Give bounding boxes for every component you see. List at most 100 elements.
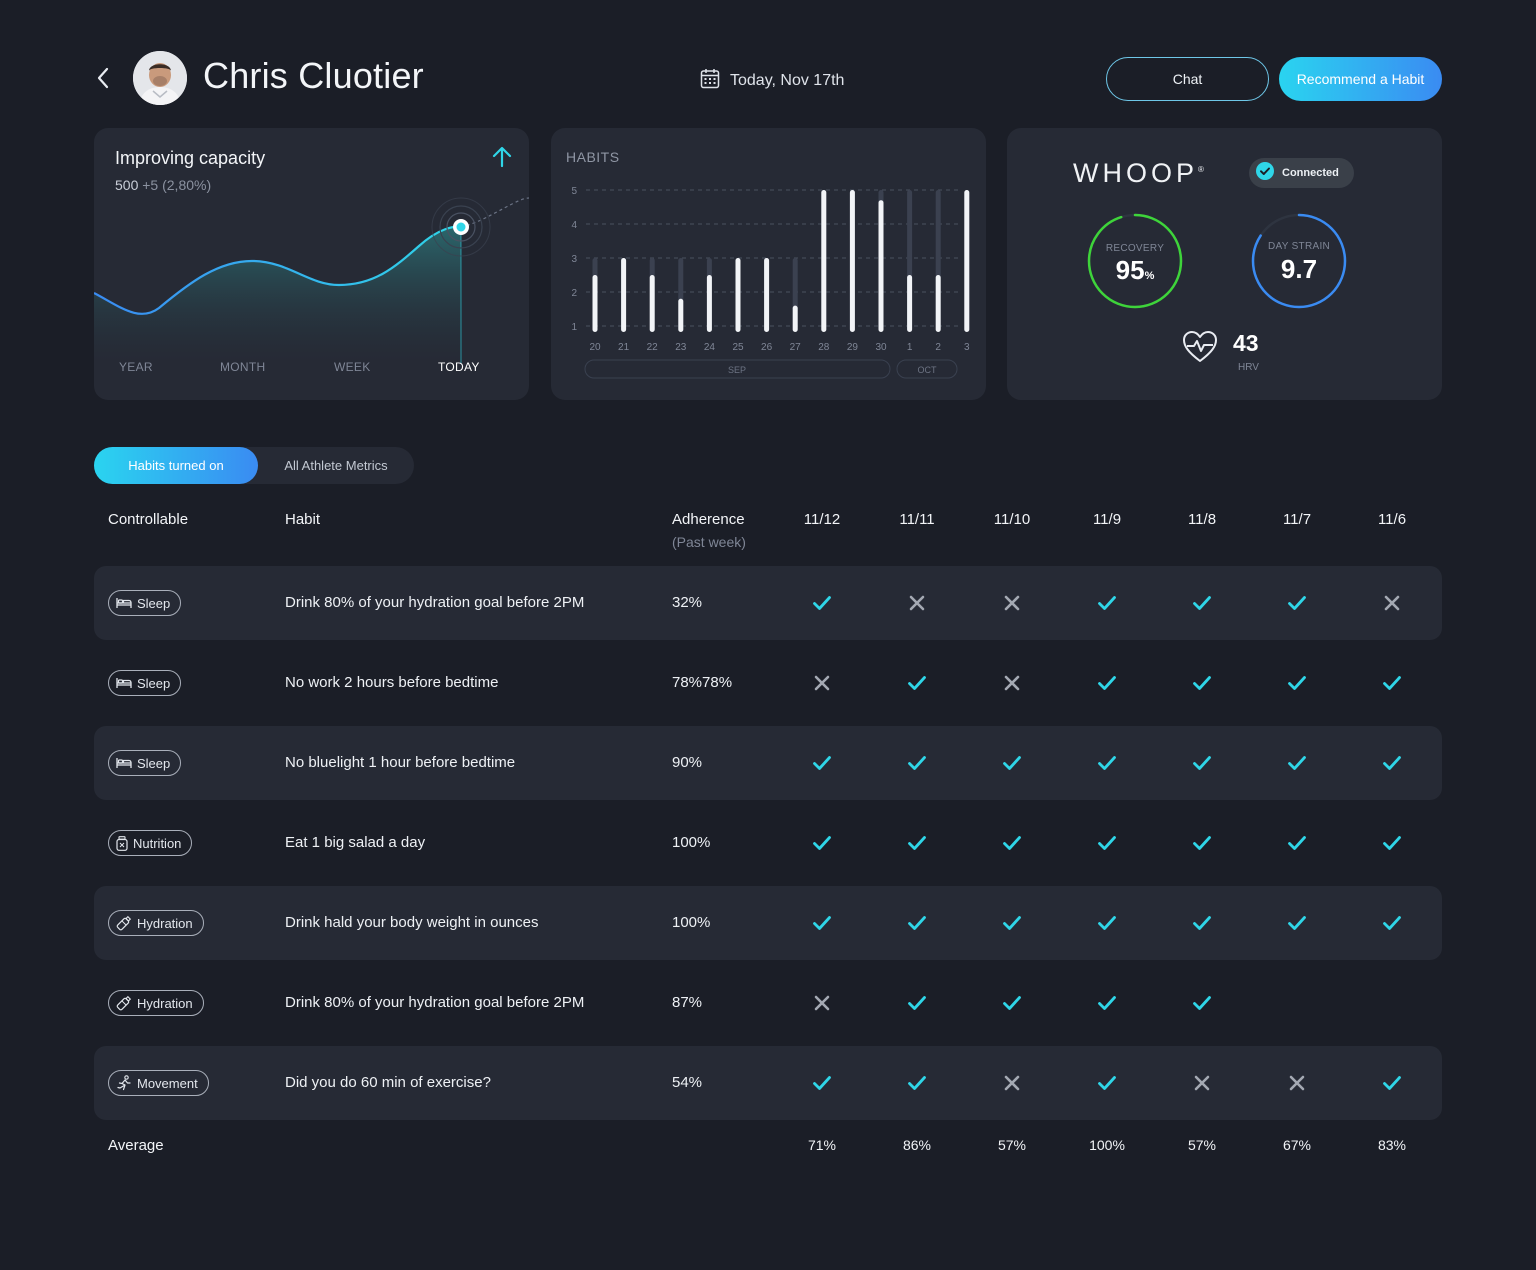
habit-bar[interactable] [792,305,798,332]
close-icon[interactable] [907,593,927,613]
check-icon[interactable] [1382,833,1402,853]
check-icon[interactable] [907,833,927,853]
check-icon[interactable] [1287,913,1307,933]
check-icon[interactable] [1002,913,1022,933]
category-chip[interactable]: Movement [108,1070,209,1096]
habit-bar[interactable] [706,275,712,332]
category-chip[interactable]: Sleep [108,670,182,696]
check-icon[interactable] [1192,993,1212,1013]
recovery-ring[interactable]: RECOVERY 95% [1085,211,1185,311]
check-icon[interactable] [1002,993,1022,1013]
habit-bar[interactable] [621,258,627,332]
month-range-oct[interactable] [896,359,958,379]
all-athlete-metrics-tab[interactable]: All Athlete Metrics [284,458,388,473]
check-icon[interactable] [907,753,927,773]
category-chip[interactable]: Sleep [108,750,182,776]
date-display[interactable]: Today, Nov 17th [700,68,844,94]
habit-bar[interactable] [821,190,827,332]
table-row[interactable]: Sleep No bluelight 1 hour before bedtime 9… [94,726,1442,800]
check-icon[interactable] [1287,753,1307,773]
check-icon[interactable] [907,1073,927,1093]
check-icon[interactable] [1097,833,1117,853]
habit-bar[interactable] [878,200,884,332]
hrv-metric[interactable]: 43 HRV [1182,328,1292,378]
category-label: Sleep [137,675,171,691]
habit-bar[interactable] [735,258,741,332]
table-row[interactable]: Hydration Drink 80% of your hydration goa… [94,966,1442,1040]
check-icon[interactable] [1097,753,1117,773]
table-row[interactable]: Sleep Drink 80% of your hydration goal be… [94,566,1442,640]
tab-today[interactable]: TODAY [438,360,480,374]
habit-bar[interactable] [678,298,684,332]
day-strain-ring[interactable]: DAY STRAIN 9.7 [1249,211,1349,311]
table-row[interactable]: Nutrition Eat 1 big salad a day 100% [94,806,1442,880]
check-icon[interactable] [812,753,832,773]
recommend-habit-button[interactable]: Recommend a Habit [1279,57,1442,101]
close-icon[interactable] [1002,1073,1022,1093]
category-label: Nutrition [133,835,182,851]
check-icon[interactable] [1002,753,1022,773]
chat-button[interactable]: Chat [1106,57,1269,101]
check-icon[interactable] [1287,833,1307,853]
category-chip[interactable]: Hydration [108,990,204,1016]
check-icon[interactable] [812,913,832,933]
check-icon[interactable] [907,993,927,1013]
habit-bar[interactable] [907,275,913,332]
connected-badge[interactable]: Connected [1249,158,1354,188]
check-icon[interactable] [1192,913,1212,933]
check-icon[interactable] [1097,673,1117,693]
category-label: Movement [137,1075,198,1091]
check-icon[interactable] [812,593,832,613]
table-row[interactable]: Hydration Drink hald your body weight in … [94,886,1442,960]
month-range-sep[interactable] [584,359,891,379]
category-chip[interactable]: Sleep [108,590,182,616]
habits-turned-on-tab[interactable]: Habits turned on [94,447,258,484]
check-icon[interactable] [907,913,927,933]
average-value: 100% [1089,1137,1125,1153]
avatar[interactable] [133,51,187,105]
average-value: 86% [902,1137,932,1153]
habit-bar[interactable] [964,190,970,332]
back-arrow-icon[interactable] [94,65,114,91]
check-icon[interactable] [1382,673,1402,693]
habit-bar[interactable] [649,275,655,332]
check-icon[interactable] [1287,593,1307,613]
check-icon[interactable] [1097,993,1117,1013]
check-icon[interactable] [1382,753,1402,773]
check-icon[interactable] [1192,833,1212,853]
category-chip[interactable]: Hydration [108,910,204,936]
close-icon[interactable] [1287,1073,1307,1093]
check-icon[interactable] [1287,673,1307,693]
close-icon[interactable] [1002,593,1022,613]
table-row[interactable]: Sleep No work 2 hours before bedtime 78%78… [94,646,1442,720]
table-row[interactable]: Movement Did you do 60 min of exercise? 54… [94,1046,1442,1120]
check-icon[interactable] [1192,673,1212,693]
close-icon[interactable] [812,993,832,1013]
check-icon[interactable] [907,673,927,693]
tab-week[interactable]: WEEK [334,360,371,374]
check-icon[interactable] [1192,593,1212,613]
check-icon[interactable] [1002,833,1022,853]
tab-year[interactable]: YEAR [119,360,153,374]
check-icon[interactable] [1192,753,1212,773]
habit-bar[interactable] [592,275,598,332]
close-icon[interactable] [1192,1073,1212,1093]
check-icon[interactable] [812,833,832,853]
check-icon[interactable] [1097,1073,1117,1093]
close-icon[interactable] [1002,673,1022,693]
check-icon[interactable] [1382,913,1402,933]
habit-bar[interactable] [935,275,941,332]
check-icon[interactable] [1097,913,1117,933]
check-icon[interactable] [1097,593,1117,613]
habit-bar[interactable] [849,190,855,332]
check-icon[interactable] [1382,1073,1402,1093]
check-icon[interactable] [812,1073,832,1093]
tab-month[interactable]: MONTH [220,360,266,374]
strain-label: DAY STRAIN [1267,241,1331,252]
category-chip[interactable]: Nutrition [108,830,193,856]
close-icon[interactable] [812,673,832,693]
bottle-icon [116,915,132,931]
habit-bar[interactable] [764,258,770,332]
bottle-icon [116,995,132,1011]
close-icon[interactable] [1382,593,1402,613]
